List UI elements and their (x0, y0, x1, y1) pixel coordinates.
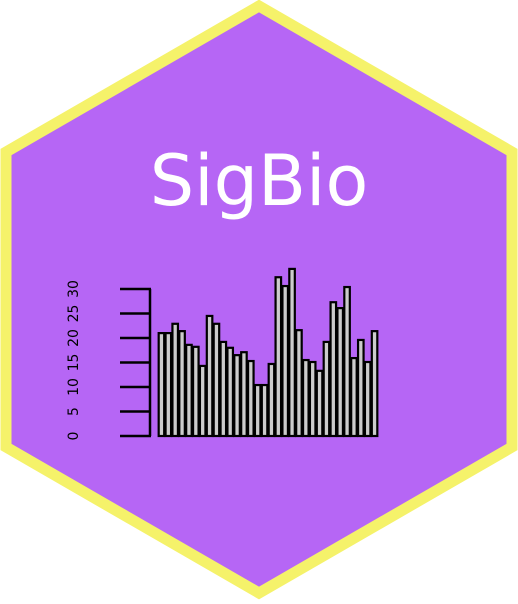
bar (350, 356, 358, 438)
bar (219, 340, 228, 438)
bar (246, 359, 255, 438)
bar (260, 383, 269, 438)
bar (288, 267, 296, 438)
bar (171, 322, 180, 438)
y-tick-label: 10 (66, 378, 82, 396)
bar (274, 276, 283, 438)
bar (322, 340, 331, 438)
bar (226, 346, 235, 438)
y-tick-label: 15 (66, 354, 82, 372)
bar (301, 358, 310, 438)
bar (205, 314, 214, 438)
bar (295, 329, 303, 438)
bar (267, 362, 276, 438)
bar (157, 332, 166, 438)
bar (233, 354, 241, 438)
bar (370, 330, 379, 438)
bar (198, 364, 207, 438)
bar (356, 338, 365, 438)
bar (308, 360, 317, 438)
bar (212, 322, 221, 438)
y-tick-label: 30 (66, 280, 82, 298)
y-tick-label: 0 (66, 432, 82, 441)
bar (329, 301, 338, 438)
bar (281, 284, 290, 438)
bar (315, 369, 324, 438)
y-tick-label: 20 (66, 329, 82, 347)
y-tick-label: 25 (66, 305, 82, 323)
bar (185, 343, 193, 438)
bar (363, 360, 372, 438)
bar (336, 307, 345, 438)
bar (253, 383, 262, 438)
bar (240, 351, 248, 438)
y-tick-label: 5 (66, 407, 82, 416)
bar (178, 330, 186, 438)
chart-title: SigBio (150, 140, 369, 222)
bar (164, 332, 173, 438)
bar (343, 285, 351, 438)
bar (191, 345, 200, 438)
